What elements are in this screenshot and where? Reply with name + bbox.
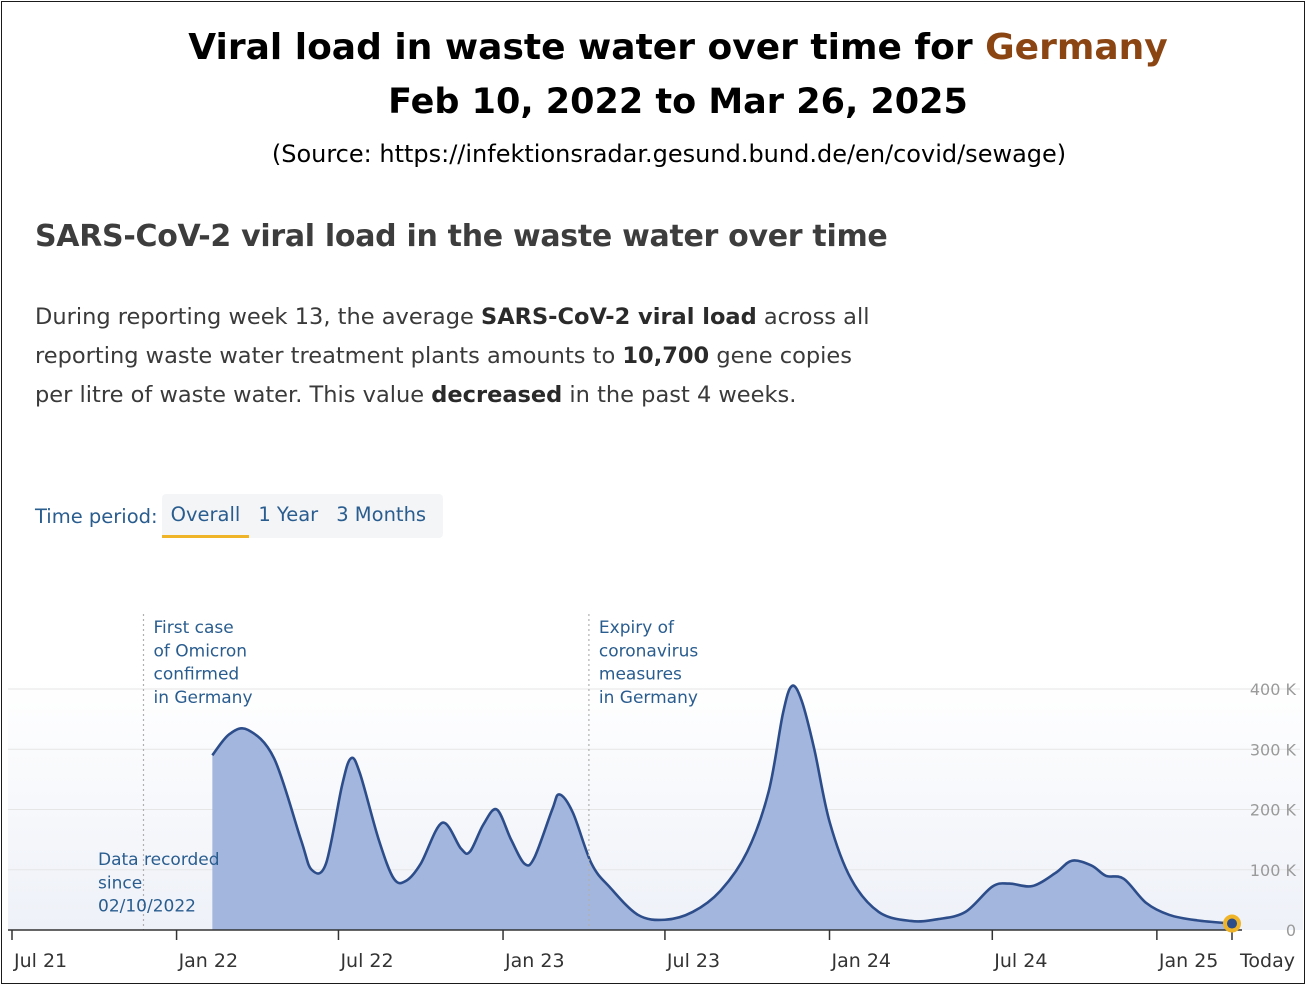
viral-load-chart: 0 100 K 200 K 300 K 400 K First case of Omicro… [8, 614, 1303, 972]
y-tick-label: 300 K [1250, 740, 1297, 759]
tab-overall[interactable]: Overall [161, 494, 250, 538]
y-tick-label: 200 K [1250, 801, 1297, 820]
annotation-text: First case [153, 618, 233, 638]
source-citation: (Source: https://infektionsradar.gesund.… [271, 140, 1067, 168]
annotation-text: Data recorded [98, 850, 220, 870]
x-tick-label: Jul 23 [666, 950, 720, 972]
x-tick-label: Jan 24 [831, 950, 892, 972]
annotation-text: Expiry of [599, 618, 675, 638]
annotation-text: confirmed [153, 665, 239, 685]
y-tick-label: 400 K [1250, 680, 1297, 699]
time-period-label: Time period: [35, 504, 158, 528]
tab-3-months[interactable]: 3 Months [336, 503, 427, 526]
desc-text: gene copies per litre of waste water. Th… [35, 343, 852, 408]
tab-1-year[interactable]: 1 Year [258, 503, 319, 526]
annotation-text: 02/10/2022 [98, 897, 196, 917]
slide-title-block: Viral load in waste water over time for … [0, 22, 1308, 174]
slide-title: Viral load in waste water over time for … [0, 22, 1308, 74]
y-tick-label: 0 [1286, 921, 1296, 940]
date-range: Feb 10, 2022 to Mar 26, 2025 [388, 82, 968, 122]
annotation-text: coronavirus [599, 641, 699, 661]
title-country: Germany [985, 27, 1168, 68]
description-paragraph: During reporting week 13, the average SA… [35, 298, 895, 415]
annotation-text: of Omicron [153, 641, 247, 661]
annotation-text: in Germany [153, 688, 252, 708]
annotation-text: measures [599, 665, 682, 685]
desc-bold-trend: decreased [431, 382, 563, 408]
desc-bold-metric: SARS-CoV-2 viral load [481, 304, 757, 330]
desc-text: During reporting week 13, the average [35, 304, 481, 330]
x-tick-label: Jan 25 [1158, 950, 1219, 972]
latest-marker-core [1227, 918, 1237, 929]
annotation-text: since [98, 873, 142, 893]
desc-text: in the past 4 weeks. [562, 382, 797, 408]
time-period-selector: Time period: Overall 1 Year 3 Months [35, 494, 444, 538]
x-tick-label: Jul 24 [993, 950, 1047, 972]
x-tick-label: Jul 21 [13, 950, 67, 972]
area-fill [212, 685, 1232, 930]
x-tick-label: Jan 22 [178, 950, 239, 972]
x-tick-label: Today [1239, 950, 1295, 972]
series-line [211, 684, 1233, 925]
desc-text: across all reporting waste water treatme… [35, 304, 870, 369]
desc-bold-value: 10,700 [622, 343, 710, 369]
x-tick-label: Jan 23 [504, 950, 565, 972]
title-prefix: Viral load in waste water over time for [188, 27, 986, 68]
time-period-tabs: Overall 1 Year 3 Months [161, 494, 444, 538]
annotation-text: in Germany [599, 688, 698, 708]
section-heading: SARS-CoV-2 viral load in the waste water… [35, 219, 888, 254]
x-tick-label: Jul 22 [339, 950, 393, 972]
y-tick-label: 100 K [1250, 861, 1297, 880]
